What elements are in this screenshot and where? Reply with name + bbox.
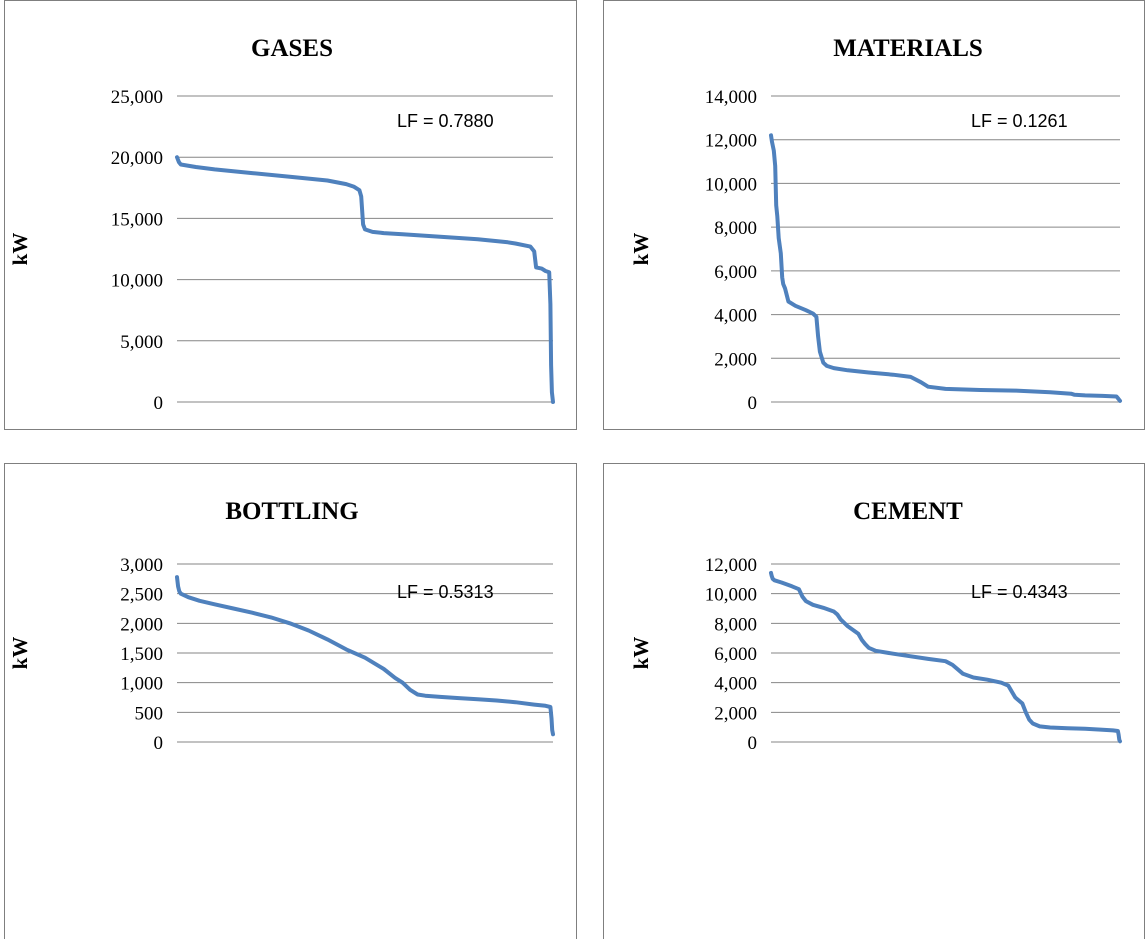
y-axis-label: kW [629,233,653,266]
y-tick-label: 2,500 [120,585,163,606]
chart-panel-cement: 0 2,000 4,000 6,000 8,000 10,000 12,000 CEMENT k… [603,463,1145,939]
chart-panel-gases: 0 5,000 10,000 15,000 20,000 25,000 GASES kW LF … [4,0,577,430]
chart-materials: 0 2,000 4,000 6,000 8,000 10,000 12,000 14,000 M… [629,35,1122,414]
load-factor-annotation: LF = 0.4343 [971,582,1068,602]
y-tick-label: 15,000 [111,209,163,230]
y-tick-label: 8,000 [714,614,757,635]
y-tick-label: 1,500 [120,644,163,665]
y-tick-label: 10,000 [705,585,757,606]
chart-title: GASES [251,35,333,62]
y-tick-label: 10,000 [705,174,757,195]
y-tick-label: 6,000 [714,262,757,283]
y-tick-label: 500 [135,703,164,724]
y-tick-label: 3,000 [120,555,163,576]
y-tick-label: 5,000 [120,332,163,353]
y-tick-label: 2,000 [714,349,757,370]
series-line-load-duration [769,133,1122,403]
y-tick-label: 2,000 [120,614,163,635]
chart-cement: 0 2,000 4,000 6,000 8,000 10,000 12,000 CEMENT k… [629,498,1122,754]
y-tick-label: 25,000 [111,87,163,108]
chart-title: CEMENT [853,498,963,525]
load-factor-annotation: LF = 0.7880 [397,111,494,131]
y-tick-label: 14,000 [705,87,757,108]
y-tick-label: 4,000 [714,306,757,327]
y-tick-label: 0 [748,393,758,414]
y-tick-label: 12,000 [705,555,757,576]
y-axis-label: kW [629,637,653,670]
y-tick-label: 8,000 [714,218,757,239]
series-line-load-duration [175,155,555,404]
y-axis-label: kW [8,233,32,266]
y-tick-label: 4,000 [714,674,757,695]
chart-title: BOTTLING [225,498,358,525]
y-tick-label: 0 [748,733,758,754]
y-tick-label: 6,000 [714,644,757,665]
load-factor-annotation: LF = 0.1261 [971,111,1068,131]
y-tick-label: 12,000 [705,131,757,152]
y-tick-label: 20,000 [111,148,163,169]
chart-title: MATERIALS [833,35,983,62]
y-tick-label: 2,000 [714,703,757,724]
chart-bottling: 0 500 1,000 1,500 2,000 2,500 3,000 BOTTLING kW L… [8,498,555,754]
chart-panel-materials: 0 2,000 4,000 6,000 8,000 10,000 12,000 14,000 M… [603,0,1145,430]
y-tick-label: 0 [154,733,164,754]
load-factor-annotation: LF = 0.5313 [397,582,494,602]
y-tick-label: 10,000 [111,271,163,292]
series-line-load-duration [175,575,555,737]
chart-panel-bottling: 0 500 1,000 1,500 2,000 2,500 3,000 BOTTLING kW L… [4,463,577,939]
y-axis-label: kW [8,637,32,670]
chart-gases: 0 5,000 10,000 15,000 20,000 25,000 GASES kW LF … [8,35,555,414]
series-line-load-duration [769,570,1122,744]
y-tick-label: 1,000 [120,674,163,695]
y-tick-label: 0 [154,393,164,414]
